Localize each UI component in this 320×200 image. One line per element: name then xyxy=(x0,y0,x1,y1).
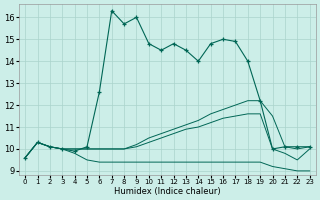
X-axis label: Humidex (Indice chaleur): Humidex (Indice chaleur) xyxy=(114,187,221,196)
